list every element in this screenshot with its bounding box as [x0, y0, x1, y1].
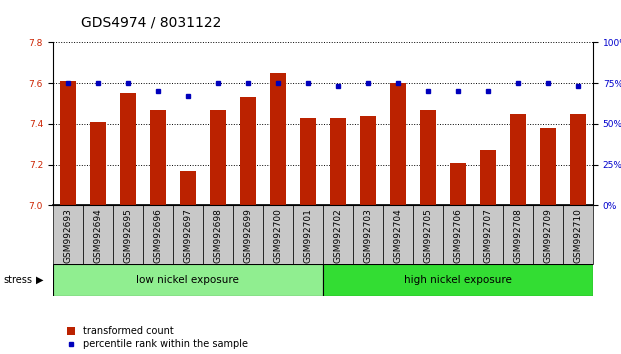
Bar	[533, 205, 563, 264]
Text: ▶: ▶	[36, 275, 43, 285]
Bar	[503, 205, 533, 264]
Bar	[210, 110, 226, 205]
Text: GSM992705: GSM992705	[424, 208, 432, 263]
Bar	[563, 205, 593, 264]
Bar	[203, 205, 233, 264]
Bar	[300, 118, 316, 205]
Bar	[383, 205, 413, 264]
Bar	[413, 205, 443, 264]
Text: GSM992697: GSM992697	[183, 208, 193, 263]
Bar	[323, 205, 353, 264]
Text: stress: stress	[3, 275, 32, 285]
Text: GSM992698: GSM992698	[214, 208, 222, 263]
Bar	[53, 264, 323, 296]
Text: GSM992702: GSM992702	[333, 208, 342, 263]
Bar	[270, 73, 286, 205]
Bar	[510, 114, 526, 205]
Text: low nickel exposure: low nickel exposure	[137, 275, 239, 285]
Bar	[420, 110, 436, 205]
Bar	[480, 150, 496, 205]
Bar	[473, 205, 503, 264]
Bar	[263, 205, 293, 264]
Bar	[540, 128, 556, 205]
Bar	[240, 97, 256, 205]
Text: GSM992695: GSM992695	[124, 208, 132, 263]
Text: GSM992703: GSM992703	[363, 208, 373, 263]
Bar	[60, 81, 76, 205]
Text: high nickel exposure: high nickel exposure	[404, 275, 512, 285]
Bar	[173, 205, 203, 264]
Text: GSM992701: GSM992701	[304, 208, 312, 263]
Bar	[390, 83, 406, 205]
Bar	[143, 205, 173, 264]
Text: GSM992696: GSM992696	[153, 208, 162, 263]
Text: GSM992693: GSM992693	[63, 208, 72, 263]
Text: GSM992710: GSM992710	[574, 208, 582, 263]
Bar	[89, 122, 106, 205]
Bar	[443, 205, 473, 264]
Bar	[570, 114, 586, 205]
Bar	[179, 171, 196, 205]
Bar	[450, 162, 466, 205]
Bar	[323, 264, 593, 296]
Bar	[360, 116, 376, 205]
Text: GDS4974 / 8031122: GDS4974 / 8031122	[81, 16, 221, 30]
Text: GSM992707: GSM992707	[484, 208, 492, 263]
Bar	[293, 205, 323, 264]
Text: GSM992694: GSM992694	[93, 208, 102, 263]
Text: GSM992704: GSM992704	[394, 208, 402, 263]
Bar	[330, 118, 346, 205]
Text: GSM992709: GSM992709	[543, 208, 553, 263]
Bar	[53, 205, 83, 264]
Text: GSM992708: GSM992708	[514, 208, 522, 263]
Legend: transformed count, percentile rank within the sample: transformed count, percentile rank withi…	[67, 326, 248, 349]
Bar	[83, 205, 113, 264]
Bar	[233, 205, 263, 264]
Bar	[353, 205, 383, 264]
Bar	[113, 205, 143, 264]
Text: GSM992706: GSM992706	[453, 208, 463, 263]
Text: GSM992699: GSM992699	[243, 208, 252, 263]
Bar	[150, 110, 166, 205]
Text: GSM992700: GSM992700	[273, 208, 283, 263]
Bar	[120, 93, 136, 205]
